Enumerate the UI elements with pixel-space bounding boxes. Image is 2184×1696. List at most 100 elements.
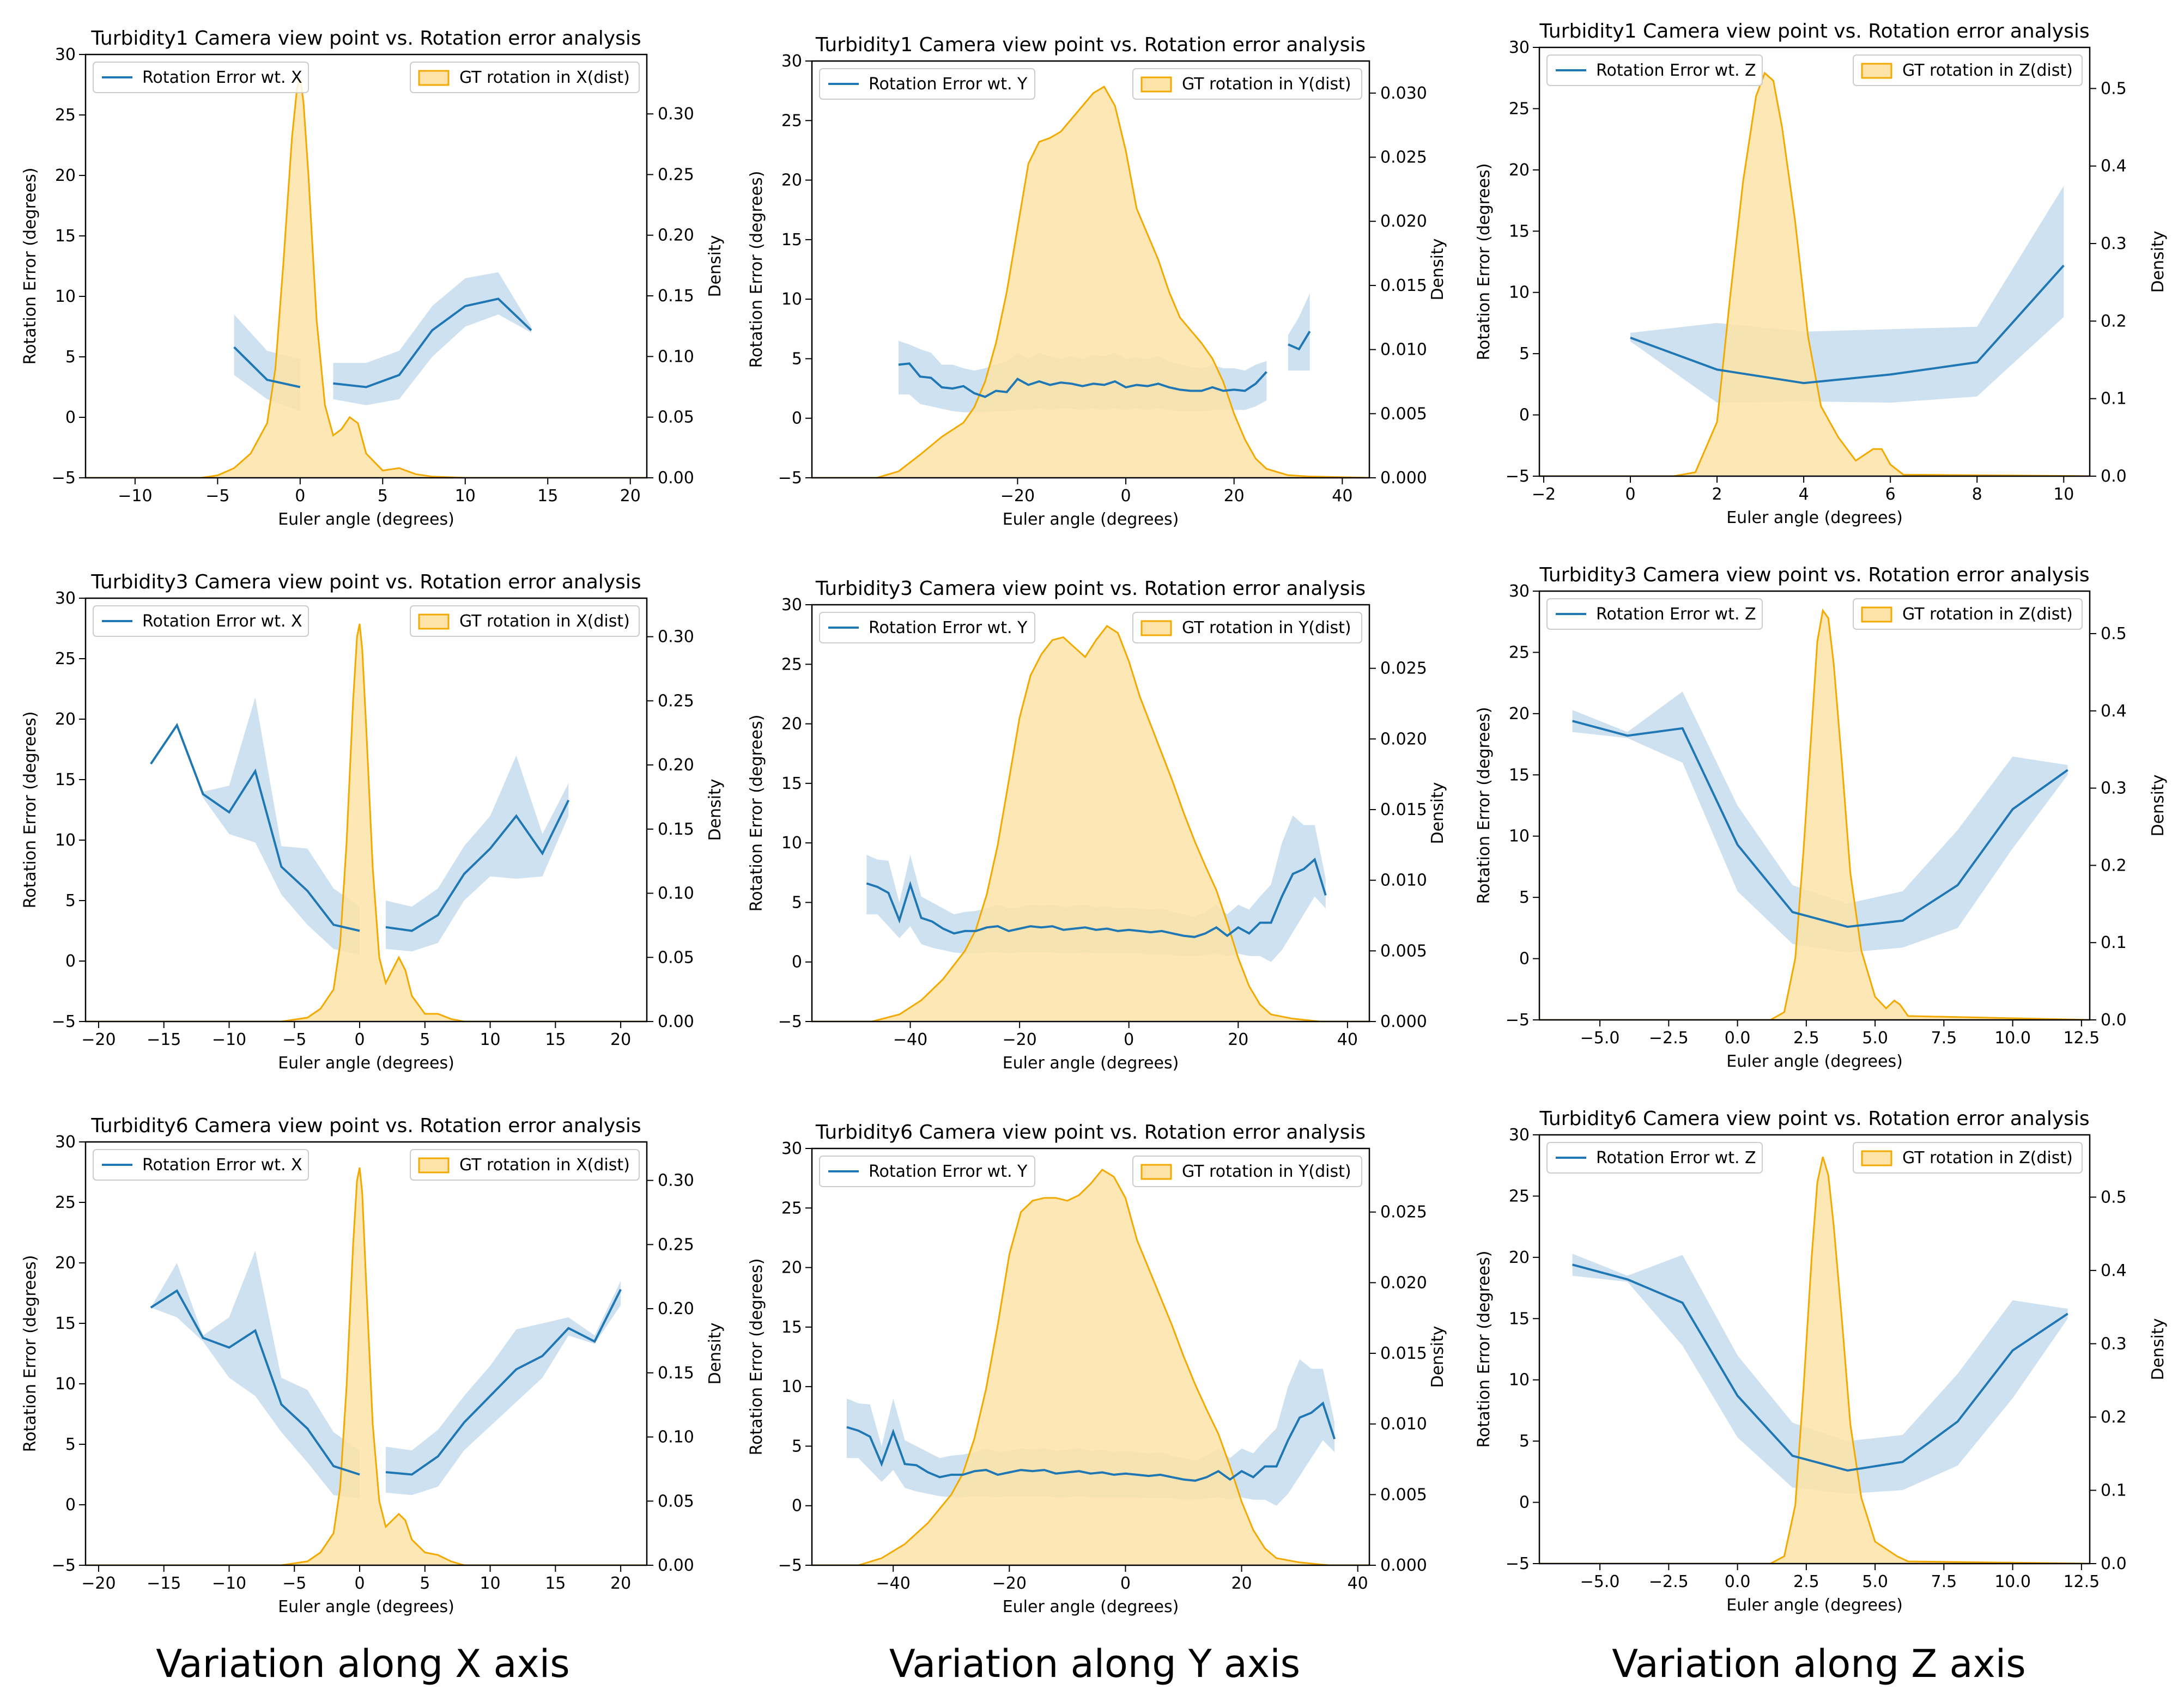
- x-tick-label: 10: [2053, 485, 2074, 504]
- legend-box: [1546, 1142, 1763, 1174]
- x-tick-label: 12.5: [2063, 1029, 2100, 1048]
- y2-axis-label: Density: [1428, 1326, 1447, 1388]
- legend-density-swatch: [418, 70, 450, 86]
- density-outline: [1539, 608, 2090, 1020]
- x-tick-label: 7.5: [1931, 1029, 1957, 1048]
- y2-tick-label: 0.010: [1380, 871, 1427, 890]
- y-tick-label: 30: [55, 589, 76, 608]
- y-tick-label: 20: [55, 710, 76, 729]
- column-captions: Variation along X axis Variation along Y…: [156, 1642, 2025, 1686]
- y-tick-label: 25: [55, 649, 76, 668]
- y2-tick-label: 0.0: [2101, 1011, 2127, 1030]
- error-line-2: [333, 297, 532, 388]
- y-tick-label: 15: [1509, 222, 1530, 241]
- legend-box: [1546, 54, 1763, 86]
- y-tick-label: −5: [778, 1556, 802, 1575]
- subplot-2: −20 0 20 40 −5 0 5 10 15 20 25 30 0.000 0.005 0.010 0.0…: [747, 34, 1447, 529]
- chart-title: Turbidity1 Camera view point vs. Rotatio…: [815, 34, 1366, 56]
- legend-label: GT rotation in Z(dist): [1902, 1148, 2073, 1168]
- y2-tick-label: 0.0: [2101, 1554, 2127, 1573]
- legend-density-swatch: [1861, 63, 1892, 79]
- error-line-1: [233, 346, 301, 388]
- x-axis-label: Euler angle (degrees): [278, 1597, 454, 1616]
- y2-tick-label: 0.4: [2101, 157, 2127, 176]
- y2-tick-label: 0.00: [658, 1012, 694, 1031]
- density-outline: [1539, 71, 2090, 476]
- y2-tick-label: 0.005: [1380, 1485, 1427, 1504]
- y-axis-label: Rotation Error (degrees): [1475, 1251, 1494, 1448]
- y-tick-label: 5: [792, 349, 802, 368]
- legend-box: [1132, 612, 1362, 643]
- legend-box: [819, 612, 1035, 643]
- y-tick-label: −5: [52, 1556, 76, 1575]
- legend-line: Rotation Error wt. Y: [819, 612, 1035, 643]
- y-tick-label: −5: [1506, 467, 1530, 486]
- plot-area: [86, 1167, 647, 1565]
- y2-tick-label: 0.000: [1380, 1556, 1427, 1575]
- legend-density: GT rotation in Z(dist): [1853, 54, 2083, 86]
- chart-title: Turbidity1 Camera view point vs. Rotatio…: [90, 27, 641, 50]
- legend-density-swatch: [1861, 606, 1892, 623]
- legend-density-swatch: [418, 613, 450, 630]
- y-tick-label: −5: [52, 1012, 76, 1031]
- y2-tick-label: 0.05: [658, 948, 694, 967]
- y-tick-label: −5: [52, 469, 76, 488]
- x-tick-label: −20: [992, 1574, 1027, 1593]
- legend-label: Rotation Error wt. X: [142, 1156, 302, 1175]
- x-tick-label: −5.0: [1580, 1572, 1620, 1591]
- y-axis-label: Rotation Error (degrees): [21, 1255, 40, 1452]
- y-tick-label: 25: [1509, 643, 1530, 662]
- y-tick-label: −5: [1506, 1011, 1530, 1030]
- plot-frame: [84, 597, 648, 1023]
- x-axis-label: Euler angle (degrees): [1726, 1052, 1903, 1071]
- y-tick-label: 15: [781, 1318, 802, 1337]
- density-outline: [86, 1167, 647, 1565]
- error-band-2: [1288, 293, 1310, 371]
- y-tick-label: 25: [1509, 99, 1530, 118]
- legend-label: GT rotation in Y(dist): [1182, 1162, 1351, 1181]
- chart-title: Turbidity6 Camera view point vs. Rotatio…: [815, 1121, 1366, 1144]
- x-tick-label: −10: [212, 1574, 246, 1593]
- density-outline: [812, 624, 1369, 1022]
- density-area: [1539, 1157, 2090, 1564]
- y2-tick-label: 0.020: [1380, 212, 1427, 231]
- y-tick-label: −5: [778, 1012, 802, 1031]
- legend-box: [819, 68, 1035, 100]
- x-tick-label: −20: [1000, 487, 1035, 506]
- y2-tick-label: 0.20: [658, 1299, 694, 1318]
- x-tick-label: 0: [1120, 1574, 1131, 1593]
- legend-label: GT rotation in X(dist): [459, 1156, 630, 1175]
- legend-line: Rotation Error wt. Z: [1546, 54, 1763, 86]
- y-tick-label: 0: [65, 1496, 76, 1515]
- y-tick-label: 10: [55, 1375, 76, 1394]
- legend-label: Rotation Error wt. X: [142, 612, 302, 631]
- legend-line: Rotation Error wt. Z: [1546, 1142, 1763, 1174]
- legend-density: GT rotation in Y(dist): [1132, 68, 1362, 100]
- legend-label: GT rotation in X(dist): [459, 612, 630, 631]
- y-tick-label: 10: [781, 290, 802, 309]
- y-tick-label: 10: [781, 1377, 802, 1396]
- y2-tick-label: 0.000: [1380, 469, 1427, 488]
- x-tick-label: −20: [81, 1574, 116, 1593]
- legend-label: Rotation Error wt. Y: [869, 618, 1028, 637]
- y2-tick-label: 0.030: [1380, 84, 1427, 103]
- x-tick-label: 10: [480, 1030, 500, 1049]
- y2-tick-label: 0.000: [1380, 1012, 1427, 1031]
- x-tick-label: 15: [545, 1574, 566, 1593]
- y-tick-label: 25: [55, 106, 76, 125]
- x-tick-label: 12.5: [2063, 1572, 2100, 1591]
- y2-tick-label: 0.015: [1380, 276, 1427, 295]
- legend-label: GT rotation in Z(dist): [1902, 605, 2073, 624]
- density-area: [812, 87, 1369, 478]
- legend-box: [93, 62, 309, 93]
- legend-density: GT rotation in X(dist): [410, 605, 640, 637]
- x-tick-label: 40: [1348, 1574, 1368, 1593]
- y-tick-label: 15: [781, 774, 802, 793]
- x-tick-label: −5: [282, 1030, 306, 1049]
- density-outline: [86, 77, 647, 478]
- x-tick-label: 10.0: [1994, 1572, 2031, 1591]
- x-axis-label: Euler angle (degrees): [1003, 1054, 1179, 1073]
- y-tick-label: 5: [792, 1437, 802, 1456]
- legend-line: Rotation Error wt. X: [93, 1149, 309, 1181]
- plot-area: [1539, 608, 2090, 1020]
